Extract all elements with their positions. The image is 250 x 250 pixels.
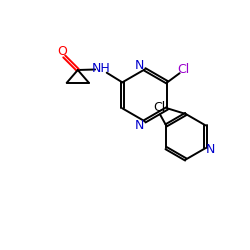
Text: Cl: Cl: [153, 101, 165, 114]
Text: NH: NH: [92, 62, 111, 74]
Text: Cl: Cl: [178, 62, 190, 76]
Text: N: N: [135, 59, 144, 72]
Text: N: N: [206, 143, 216, 156]
Text: O: O: [57, 45, 67, 58]
Text: N: N: [135, 119, 144, 132]
